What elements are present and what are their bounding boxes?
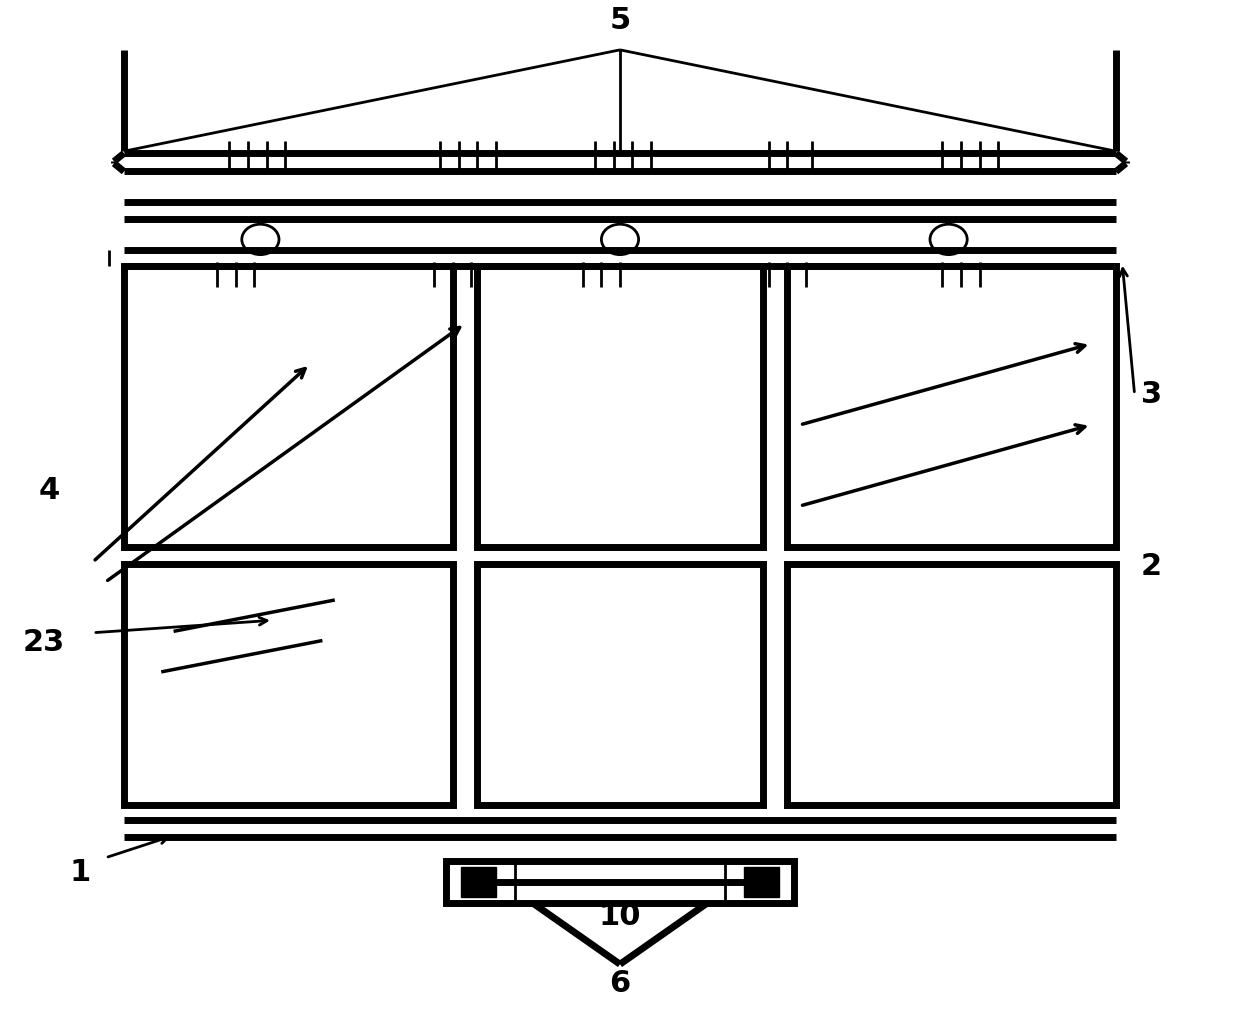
Bar	[787, 266, 1116, 546]
Text: 2: 2	[1141, 552, 1162, 581]
Bar	[477, 564, 763, 805]
Text: 4: 4	[38, 477, 61, 505]
Bar	[477, 266, 763, 546]
Text: 3: 3	[1141, 380, 1162, 409]
Bar	[124, 564, 453, 805]
Bar	[787, 564, 1116, 805]
Text: 23: 23	[22, 628, 64, 658]
Bar	[124, 266, 453, 546]
Bar	[461, 868, 496, 897]
Text: 6: 6	[609, 969, 631, 997]
Bar	[515, 860, 725, 903]
Text: 5: 5	[609, 6, 631, 35]
Bar	[744, 868, 779, 897]
Text: 1: 1	[69, 858, 92, 888]
Bar	[446, 860, 794, 903]
Text: 10: 10	[599, 902, 641, 931]
